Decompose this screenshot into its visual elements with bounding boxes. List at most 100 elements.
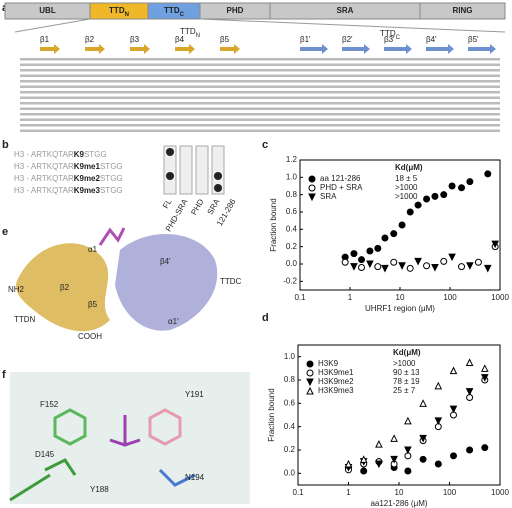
x-tick-label: 1 bbox=[348, 293, 353, 302]
x-axis-label: UHRF1 region (μM) bbox=[365, 304, 435, 313]
blot bbox=[195, 145, 209, 195]
strand-label: β4' bbox=[426, 35, 437, 44]
point bbox=[406, 208, 414, 216]
y-axis-label: Fraction bound bbox=[267, 388, 276, 441]
label-main: SRA bbox=[337, 6, 354, 15]
point bbox=[423, 195, 431, 203]
point bbox=[481, 444, 489, 452]
y-tick-label: 0.0 bbox=[284, 468, 296, 477]
label-main: UBL bbox=[39, 6, 56, 15]
point bbox=[484, 170, 492, 178]
x-tick-label: 100 bbox=[443, 488, 457, 497]
blot bbox=[163, 145, 177, 195]
strand-label: β2 bbox=[85, 35, 95, 44]
point bbox=[308, 175, 316, 183]
label: UBL bbox=[39, 6, 56, 15]
label: PHD bbox=[227, 6, 244, 15]
blot-spot bbox=[214, 172, 222, 180]
peptide: H3 - ARTKQTARK9me1STGG bbox=[14, 162, 123, 171]
peptide-prefix: H3 - ARTKQTAR bbox=[14, 162, 74, 171]
label-main: PHD bbox=[227, 6, 244, 15]
strand-label: β5 bbox=[220, 35, 230, 44]
label: TTDC bbox=[220, 277, 242, 286]
legend-kd: >1000 bbox=[395, 192, 418, 201]
point bbox=[458, 263, 466, 271]
x-tick-label: 0.1 bbox=[292, 488, 304, 497]
column-label: FL bbox=[161, 197, 174, 210]
peptide-suffix: STGG bbox=[84, 150, 107, 159]
structure bbox=[16, 227, 218, 332]
label: TTDC bbox=[380, 29, 401, 40]
point bbox=[306, 378, 314, 387]
label: β4' bbox=[160, 257, 171, 266]
alignment-row bbox=[20, 80, 500, 83]
point bbox=[404, 446, 412, 455]
strand-label: β4 bbox=[175, 35, 185, 44]
legend-label: aa 121-286 bbox=[320, 174, 361, 183]
label: β5 bbox=[88, 300, 98, 309]
column-label: SRA bbox=[206, 197, 222, 216]
point bbox=[448, 182, 456, 190]
point bbox=[306, 360, 314, 368]
alignment-row bbox=[20, 118, 500, 121]
legend-label: H3K9me1 bbox=[318, 368, 354, 377]
connector bbox=[14, 18, 506, 33]
point bbox=[359, 455, 368, 463]
y-tick-label: -0.2 bbox=[283, 276, 297, 285]
point bbox=[448, 253, 456, 262]
blot bbox=[179, 145, 193, 195]
legend-kd: 78 ± 19 bbox=[393, 377, 420, 386]
alignment-row bbox=[20, 96, 500, 99]
label-main: TTD bbox=[380, 29, 396, 38]
sticks bbox=[9, 408, 196, 502]
y-tick-label: 0.6 bbox=[286, 207, 298, 216]
blot-spot bbox=[166, 172, 174, 180]
point bbox=[398, 221, 406, 229]
panel-label: c bbox=[262, 139, 268, 151]
point bbox=[350, 250, 358, 258]
label: TTDN bbox=[180, 27, 200, 38]
panel-label: e bbox=[2, 226, 8, 238]
point bbox=[449, 452, 457, 460]
peptide-mod: K9me3 bbox=[74, 186, 101, 195]
point bbox=[480, 374, 489, 382]
point bbox=[466, 446, 474, 454]
strand bbox=[130, 44, 150, 54]
point bbox=[344, 459, 353, 468]
x-tick-label: 10 bbox=[395, 488, 404, 497]
strand-label: β3' bbox=[384, 35, 395, 44]
peptide: H3 - ARTKQTARK9me3STGG bbox=[14, 186, 123, 195]
point bbox=[414, 201, 422, 209]
peptide-mod: K9me2 bbox=[74, 174, 101, 183]
strand bbox=[468, 44, 496, 54]
label-main: RING bbox=[453, 6, 473, 15]
domain bbox=[419, 2, 506, 20]
y-tick-label: 1.2 bbox=[286, 155, 298, 164]
legend-kd: 18 ± 5 bbox=[395, 174, 418, 183]
legend-kd: 25 ± 7 bbox=[393, 386, 416, 395]
residue-label: Y191 bbox=[185, 390, 204, 399]
point bbox=[458, 184, 466, 192]
strand bbox=[426, 44, 454, 54]
alignment-row bbox=[20, 129, 500, 132]
alignment-row bbox=[20, 102, 500, 105]
x-tick-label: 100 bbox=[443, 293, 457, 302]
strand bbox=[175, 44, 195, 54]
y-tick-label: 0.8 bbox=[286, 190, 298, 199]
point bbox=[390, 258, 398, 266]
point bbox=[419, 455, 427, 463]
point bbox=[390, 434, 398, 442]
y-tick-label: 0.2 bbox=[286, 242, 298, 251]
alignment-row bbox=[20, 74, 500, 77]
point bbox=[404, 416, 412, 425]
x-tick-label: 1000 bbox=[491, 293, 509, 302]
point bbox=[431, 263, 439, 272]
x-axis-label: aa121-286 (μM) bbox=[370, 499, 427, 508]
point bbox=[406, 264, 414, 272]
y-tick-label: 1.0 bbox=[284, 352, 296, 361]
point bbox=[491, 240, 499, 249]
label-main: TTD bbox=[109, 6, 125, 15]
point bbox=[419, 399, 427, 407]
peptide-suffix: STGG bbox=[100, 174, 123, 183]
